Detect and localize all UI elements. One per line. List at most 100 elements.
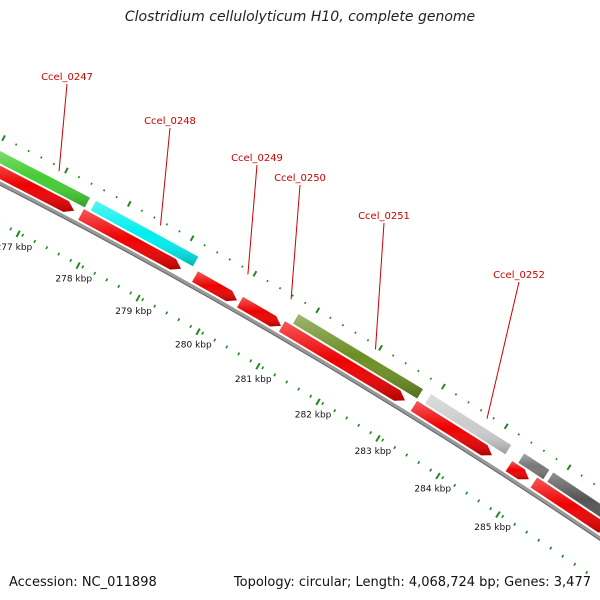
cds-arrow-6	[410, 400, 492, 456]
minor-tick	[321, 401, 325, 406]
outer-tick	[252, 270, 258, 277]
outer-tick	[517, 433, 520, 436]
outer-tick	[165, 223, 169, 226]
minor-tick	[453, 483, 457, 488]
cds-arrow-5	[278, 321, 405, 401]
minor-tick	[117, 284, 121, 289]
major-tick	[495, 511, 501, 519]
minor-tick	[69, 258, 73, 263]
outer-tick	[479, 409, 483, 412]
minor-tick	[213, 338, 217, 342]
cds-arrow-3-shading	[192, 271, 238, 302]
outer-tick	[467, 401, 470, 404]
kbp-label: 277 kbp	[0, 243, 33, 253]
outer-tick	[555, 457, 558, 461]
outer-tick	[140, 209, 143, 212]
gene-label: Ccel_0252	[493, 270, 545, 281]
outer-tick	[102, 189, 106, 192]
gene-bar-ccel-0251-shading	[293, 314, 423, 399]
gene-bar-ccel-0251	[293, 314, 423, 399]
outer-tick	[291, 294, 294, 297]
outer-tick	[278, 286, 282, 290]
label-leader-line	[159, 127, 171, 226]
backbone-line	[0, 181, 600, 541]
minor-tick	[165, 311, 169, 315]
outer-tick	[341, 323, 345, 327]
outer-tick	[126, 200, 132, 208]
label-leader-line	[290, 184, 301, 300]
label-leader-line	[374, 222, 385, 350]
outer-tick	[64, 167, 69, 174]
minor-tick	[129, 291, 133, 295]
minor-tick	[141, 297, 145, 302]
gene-bar-ccel-0248	[90, 200, 199, 267]
outer-tick	[378, 344, 383, 351]
outer-tick	[315, 307, 321, 314]
minor-tick	[81, 265, 85, 269]
kbp-label: 279 kbp	[115, 307, 152, 317]
topology-summary: Topology: circular; Length: 4,068,724 bp…	[233, 575, 591, 590]
outer-tick	[52, 162, 56, 166]
cds-arrow-4	[237, 296, 281, 327]
major-tick	[195, 328, 201, 336]
major-tick	[135, 294, 141, 302]
gene-label: Ccel_0251	[358, 211, 410, 222]
outer-tick	[530, 441, 533, 444]
outer-tick	[391, 354, 395, 357]
cds-arrow-5-shading	[278, 321, 405, 401]
minor-tick	[21, 233, 25, 237]
cds-arrow-3	[192, 271, 238, 302]
minor-tick	[333, 409, 337, 413]
kbp-label: 285 kbp	[474, 523, 511, 533]
outer-tick	[228, 258, 231, 261]
minor-tick	[273, 373, 277, 377]
gene-bar-gray-a	[518, 453, 550, 480]
outer-tick	[329, 316, 332, 319]
outer-tick	[404, 361, 407, 365]
gene-label: Ccel_0247	[41, 72, 93, 83]
minor-tick	[189, 324, 193, 329]
cds-arrow-7-shading	[505, 461, 529, 480]
outer-tick	[580, 474, 583, 477]
accession-text: Accession: NC_011898	[9, 575, 157, 590]
gene-label: Ccel_0250	[274, 173, 326, 184]
outer-tick	[592, 482, 596, 486]
gene-labels: Ccel_0247 Ccel_0248 Ccel_0249 Ccel_0250 Ccel…	[41, 72, 545, 419]
feature-track	[0, 151, 600, 533]
outer-tick	[542, 449, 546, 453]
minor-tick	[489, 506, 493, 511]
label-leader-line	[247, 164, 258, 275]
kbp-label: 281 kbp	[235, 375, 272, 385]
minor-tick	[357, 423, 361, 428]
outer-tick-track	[1, 135, 596, 486]
outer-tick	[454, 393, 458, 396]
outer-tick	[241, 265, 244, 268]
outer-tick	[40, 156, 43, 159]
minor-tick	[33, 239, 37, 244]
minor-tick	[393, 445, 397, 450]
minor-tick	[285, 380, 289, 384]
gene-bar-ccel-0252	[425, 394, 512, 455]
minor-tick	[237, 352, 241, 356]
minor-tick	[45, 246, 49, 250]
minor-tick	[477, 499, 481, 503]
label-leader-line	[58, 83, 68, 172]
major-tick	[375, 434, 381, 442]
outer-tick	[216, 251, 219, 254]
kbp-label: 283 kbp	[355, 447, 392, 457]
outer-tick	[266, 279, 269, 283]
minor-tick	[501, 514, 505, 519]
minor-tick	[261, 366, 265, 370]
minor-tick	[441, 476, 445, 480]
major-tick	[315, 398, 321, 406]
minor-tick	[537, 538, 541, 542]
minor-tick	[381, 438, 385, 442]
cds-arrow-2	[78, 209, 182, 270]
minor-tick	[93, 271, 97, 276]
minor-tick	[201, 331, 205, 335]
kbp-label: 282 kbp	[295, 410, 332, 420]
outer-tick	[503, 423, 509, 430]
minor-tick	[561, 554, 565, 558]
kbp-label: 278 kbp	[55, 274, 92, 284]
